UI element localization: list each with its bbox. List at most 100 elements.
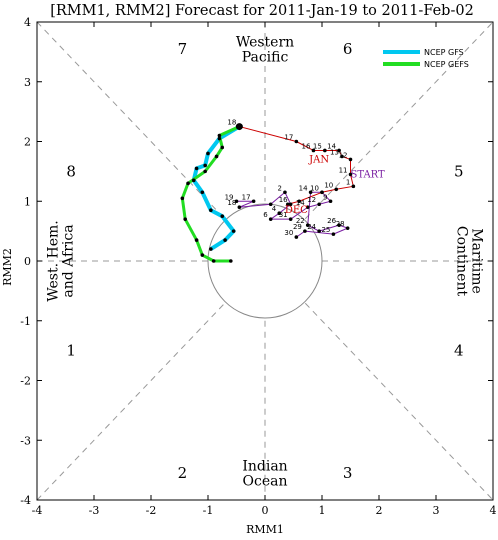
series-line [191, 124, 241, 251]
data-point [348, 172, 353, 177]
data-point [334, 187, 339, 192]
data-point [286, 202, 290, 207]
x-tick-label: -3 [89, 504, 100, 517]
data-point [345, 226, 350, 230]
day-label: 28 [336, 220, 345, 228]
region-label-line: Pacific [242, 49, 289, 65]
phase-divider-line [304, 302, 494, 501]
region-label-line: Indian [242, 459, 287, 475]
data-point [294, 139, 299, 144]
phase-number: 8 [66, 162, 76, 180]
phase-number: 4 [454, 342, 464, 360]
data-point [209, 247, 213, 251]
day-label: 12 [339, 151, 348, 159]
data-point [268, 202, 273, 207]
day-label: 31 [279, 211, 288, 219]
y-axis-title: RMM2 [1, 248, 14, 286]
x-tick-label: 4 [490, 504, 497, 517]
region-label-line: Ocean [243, 474, 288, 490]
legend-entry: NCEP GFS [424, 48, 464, 57]
data-point [351, 184, 356, 189]
region-label-line: and Africa [60, 224, 76, 297]
data-point [183, 217, 187, 221]
data-point [203, 163, 207, 168]
day-label: 10 [324, 181, 333, 189]
day-label: 14 [296, 199, 305, 207]
day-label: 14 [327, 142, 336, 150]
data-point [186, 181, 190, 186]
series-line [180, 125, 240, 263]
day-label: 18 [227, 119, 236, 127]
legend-entry: NCEP GEFS [424, 60, 469, 69]
phase-number: 5 [454, 162, 464, 180]
month-label: JAN [308, 154, 329, 165]
day-label: 18 [227, 199, 236, 207]
phase-number: 7 [178, 40, 188, 58]
data-point [234, 199, 239, 204]
day-label: 15 [313, 142, 322, 150]
data-point [217, 133, 222, 138]
data-point [288, 217, 293, 221]
day-label: 4 [272, 205, 277, 213]
data-point [237, 205, 242, 210]
x-tick-label: 1 [319, 504, 326, 517]
x-tick-label: 2 [376, 504, 383, 517]
data-point [194, 238, 199, 242]
data-point [209, 208, 213, 213]
region-label-line: Continent [454, 226, 470, 297]
day-label: 14 [299, 184, 308, 192]
x-tick-label: -1 [203, 504, 214, 517]
y-tick-label: 3 [24, 76, 31, 89]
day-label: 30 [284, 229, 293, 237]
x-tick-label: -2 [146, 504, 157, 517]
data-point [203, 169, 207, 174]
day-label: 11 [339, 166, 348, 174]
data-point [294, 235, 299, 239]
region-label-line: Western [236, 34, 294, 50]
phase-number: 3 [343, 464, 353, 482]
day-label: 29 [293, 223, 302, 231]
data-point [303, 229, 307, 233]
data-point [283, 190, 287, 195]
day-label: 25 [321, 226, 330, 234]
day-label: 16 [302, 142, 311, 150]
day-label: 2 [277, 184, 281, 192]
data-point [231, 229, 236, 233]
day-label: 6 [263, 211, 268, 219]
data-point [317, 229, 321, 233]
day-label: 26 [327, 217, 336, 225]
data-point [220, 145, 225, 150]
phase-divider-line [304, 21, 494, 220]
series-line [239, 126, 354, 205]
y-tick-label: -2 [20, 375, 31, 388]
region-label-line: Maritime [469, 228, 485, 294]
y-tick-label: 2 [24, 136, 31, 149]
y-tick-label: -4 [20, 494, 31, 507]
data-point [277, 211, 282, 215]
data-point [337, 223, 341, 227]
data-point [323, 148, 327, 153]
day-label: 9 [323, 193, 327, 201]
day-label: 1 [346, 178, 350, 186]
data-point [340, 154, 344, 159]
data-point [200, 190, 205, 195]
forecast-start-marker [235, 123, 243, 131]
data-point [229, 259, 233, 263]
data-point [320, 190, 324, 195]
y-tick-label: -3 [20, 434, 31, 447]
data-point [348, 157, 353, 162]
phase-divider-line [36, 21, 226, 220]
data-point [311, 148, 316, 153]
data-point [191, 178, 196, 183]
data-point [288, 202, 293, 207]
day-label: 12 [307, 196, 316, 204]
data-point [308, 190, 313, 195]
data-point [180, 196, 185, 201]
data-point [337, 148, 341, 153]
x-tick-label: 0 [262, 504, 269, 517]
data-point [200, 253, 205, 257]
